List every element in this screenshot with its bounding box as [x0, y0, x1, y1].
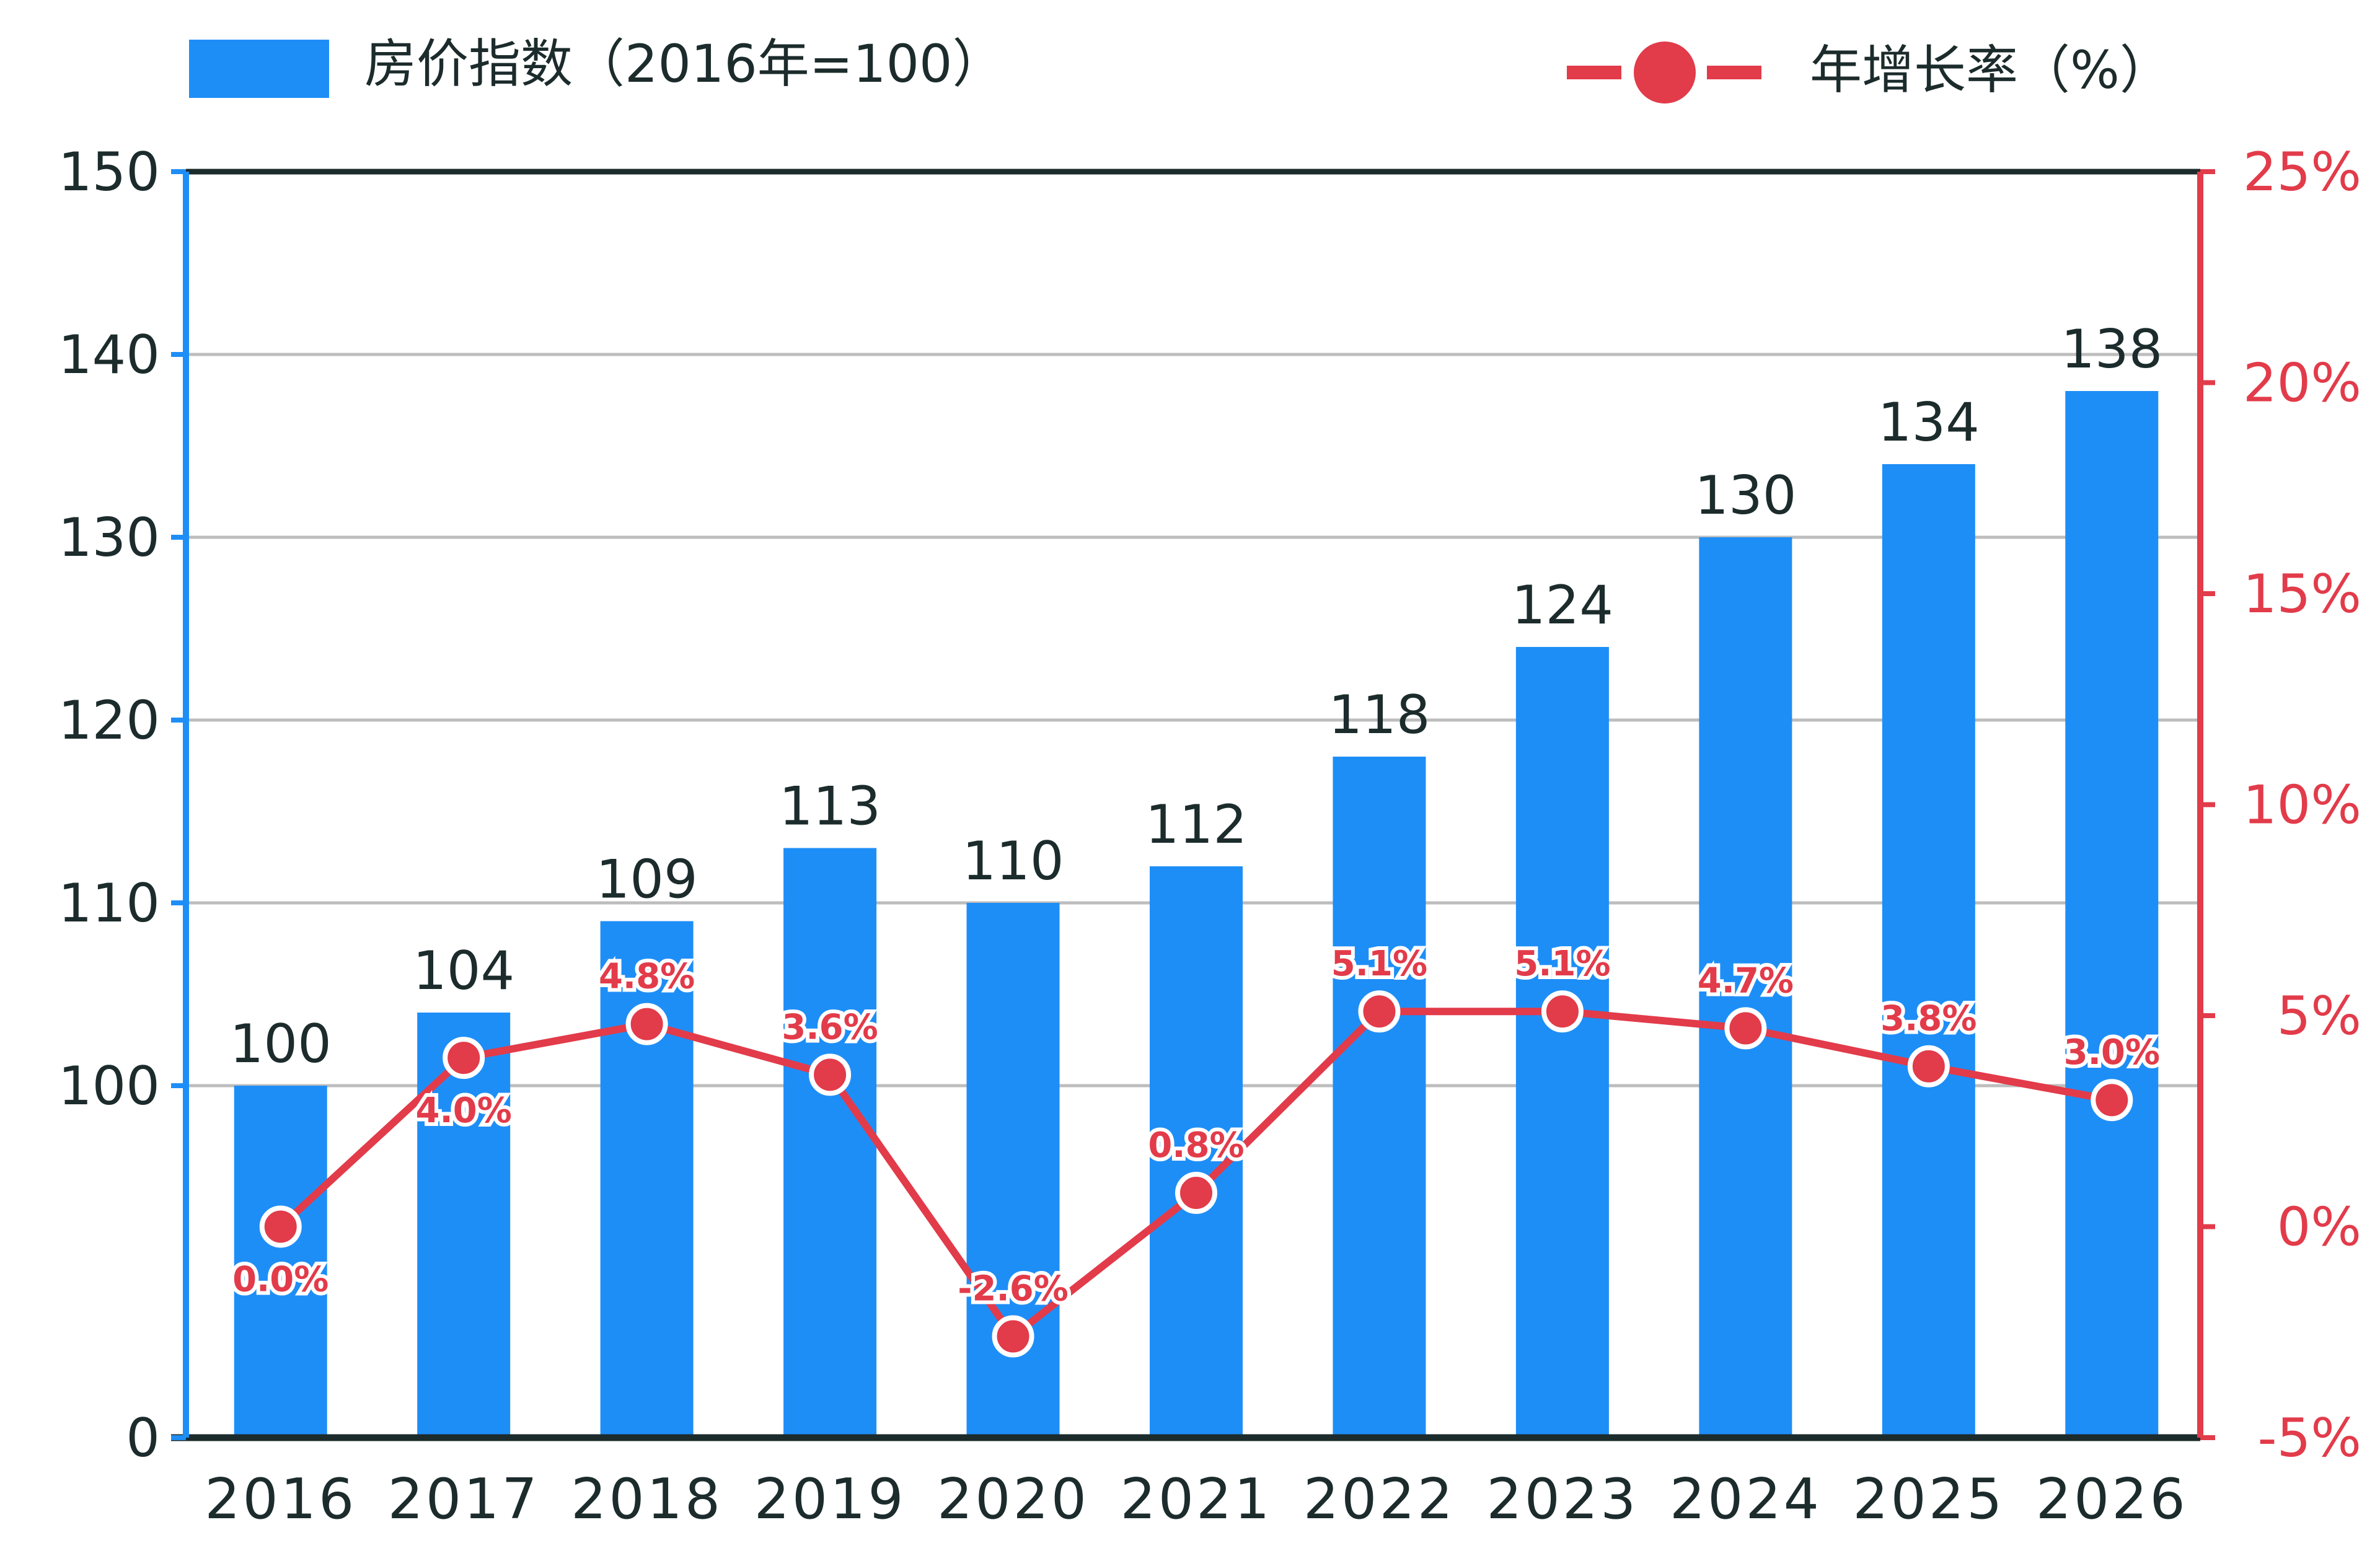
growth-value-label: 5.1% — [1514, 944, 1610, 984]
plot-frame — [171, 169, 2200, 1441]
bar-value-label: 118 — [1328, 684, 1430, 746]
left-tick-label: 120 — [58, 690, 160, 752]
legend-label-growth: 年增长率（%） — [1810, 40, 2172, 100]
right-y-axis: -5% 0% 5% 10% 15% 20% 25% — [2197, 141, 2361, 1469]
growth-point — [2091, 1079, 2133, 1122]
x-tick-label: 2020 — [937, 1467, 1089, 1532]
left-y-axis: 0 100 110 120 130 140 150 — [58, 141, 189, 1469]
line-series: 0.0% 4.0% 4.8% 3.6% -2.6% 0.8% 5.1% 5.1% 4.7% 3.8… — [229, 940, 2164, 1358]
legend-swatch-index — [189, 40, 329, 98]
bar-value-label: 109 — [596, 849, 698, 911]
left-tick-label: 150 — [58, 141, 160, 203]
bar-value-labels: 100 104 109 113 110 112 118 124 130 134 138 — [230, 319, 2163, 1075]
bar — [1515, 647, 1609, 1438]
growth-value-label: 4.7% — [1698, 961, 1794, 1001]
legend-label-index: 房价指数（2016年=100） — [364, 33, 1005, 94]
bar-value-label: 134 — [1878, 392, 1980, 454]
bar-value-label: 124 — [1512, 574, 1613, 636]
bar-value-label: 138 — [2061, 319, 2162, 380]
right-tick-label: 15% — [2243, 563, 2361, 625]
right-tick-label: -5% — [2258, 1407, 2361, 1469]
x-tick-label: 2016 — [205, 1467, 356, 1532]
growth-point — [1724, 1007, 1767, 1050]
growth-point — [1175, 1172, 1217, 1215]
x-tick-label: 2024 — [1670, 1467, 1822, 1532]
right-tick-label: 5% — [2277, 985, 2361, 1047]
left-tick-label: 100 — [58, 1055, 160, 1117]
growth-point — [1907, 1045, 1950, 1088]
growth-value-label: 4.8% — [599, 957, 695, 997]
bar — [234, 1086, 327, 1438]
right-tick-label: 20% — [2243, 353, 2361, 415]
x-tick-label: 2018 — [571, 1467, 723, 1532]
x-tick-label: 2026 — [2036, 1467, 2188, 1532]
x-tick-label: 2022 — [1303, 1467, 1455, 1532]
x-axis: 2016 2017 2018 2019 2020 2021 2022 2023 2024 2025… — [205, 1467, 2188, 1532]
growth-value-label: 3.6% — [782, 1007, 878, 1047]
legend-marker-growth — [1634, 42, 1696, 103]
x-tick-label: 2025 — [1853, 1467, 2004, 1532]
growth-value-label: 0.0% — [232, 1260, 328, 1300]
x-tick-label: 2021 — [1120, 1467, 1272, 1532]
right-tick-label: 0% — [2277, 1197, 2361, 1259]
growth-point — [259, 1205, 302, 1248]
bar — [1699, 537, 1792, 1438]
x-tick-label: 2017 — [388, 1467, 540, 1532]
bar — [1882, 464, 1975, 1438]
growth-point — [443, 1037, 485, 1079]
bar — [2065, 391, 2159, 1438]
bar — [600, 921, 694, 1438]
gridlines — [186, 353, 2200, 1088]
left-tick-label: 110 — [58, 873, 160, 934]
bar-value-label: 113 — [779, 776, 881, 838]
left-tick-label: 0 — [126, 1407, 160, 1469]
growth-point — [992, 1315, 1034, 1358]
bar-value-label: 130 — [1695, 465, 1796, 527]
bar — [783, 848, 877, 1438]
legend: 房价指数（2016年=100） 年增长率（%） — [189, 33, 2172, 103]
growth-value-label: 3.0% — [2064, 1032, 2160, 1073]
growth-point — [625, 1003, 668, 1045]
right-tick-label: 10% — [2243, 775, 2361, 837]
growth-value-label: -2.6% — [958, 1269, 1069, 1309]
bar — [1333, 757, 1426, 1438]
growth-value-label: 5.1% — [1331, 944, 1427, 984]
right-tick-label: 25% — [2243, 141, 2361, 203]
growth-value-label: 0.8% — [1148, 1125, 1244, 1166]
x-tick-label: 2023 — [1486, 1467, 1638, 1532]
bar-value-label: 104 — [413, 940, 514, 1002]
left-tick-label: 140 — [58, 324, 160, 386]
growth-value-label: 4.0% — [416, 1091, 512, 1131]
growth-point — [1358, 990, 1401, 1033]
growth-point — [1541, 990, 1584, 1033]
bar-value-label: 100 — [230, 1013, 332, 1075]
bar-series — [234, 391, 2159, 1438]
bar — [1150, 866, 1243, 1438]
growth-value-label: 3.8% — [1880, 999, 1977, 1039]
left-tick-label: 130 — [58, 507, 160, 569]
x-tick-label: 2019 — [754, 1467, 906, 1532]
growth-point — [809, 1053, 852, 1096]
bar-value-label: 110 — [962, 830, 1064, 892]
bar-value-label: 112 — [1145, 794, 1247, 856]
